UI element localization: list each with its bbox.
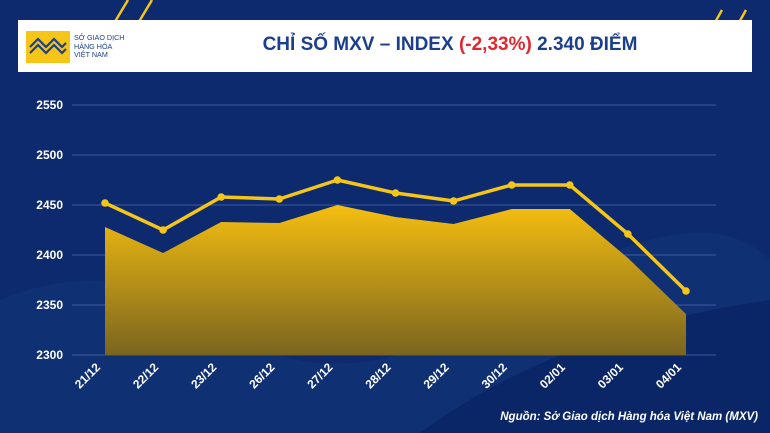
x-tick-label: 23/12 (188, 360, 219, 391)
x-tick-label: 02/01 (537, 360, 568, 391)
line-series (101, 176, 690, 295)
title-value: 2.340 ĐIỂM (537, 34, 638, 55)
y-tick-label: 2500 (36, 148, 63, 162)
y-tick-label: 2300 (36, 348, 63, 362)
logo-line-1: SỞ GIAO DỊCH (74, 33, 125, 43)
y-axis: 2300 2350 2400 2450 2500 2550 (36, 98, 63, 362)
x-tick-label: 03/01 (595, 360, 626, 391)
title-prefix: CHỈ SỐ MXV – INDEX (262, 34, 454, 55)
data-point (449, 197, 458, 205)
data-point (566, 181, 574, 189)
area-fill (105, 205, 686, 355)
x-tick-label: 27/12 (304, 360, 335, 391)
x-tick-label: 28/12 (362, 360, 393, 391)
mxv-logo: SỞ GIAO DỊCH HÀNG HÓA VIỆT NAM (26, 30, 144, 64)
area-series (105, 205, 686, 355)
logo-line-2: HÀNG HÓA (74, 41, 113, 51)
x-axis: 21/12 22/12 23/12 26/12 27/12 28/12 29/12 30/12… (72, 360, 684, 391)
x-tick-label: 30/12 (479, 360, 510, 391)
data-point (507, 181, 516, 189)
data-point (159, 226, 167, 234)
data-point (682, 287, 690, 295)
source-note: Nguồn: Sở Giao dịch Hàng hóa Việt Nam (M… (500, 411, 758, 423)
y-tick-label: 2450 (36, 198, 63, 212)
x-tick-label: 26/12 (246, 360, 277, 391)
data-point (275, 195, 284, 203)
x-tick-label: 22/12 (130, 360, 161, 391)
y-tick-label: 2400 (36, 248, 63, 262)
logo-mark-icon (26, 31, 70, 63)
data-point (101, 199, 109, 207)
data-point (624, 230, 632, 238)
y-tick-label: 2550 (36, 98, 63, 112)
data-point (217, 193, 225, 201)
chart-title: CHỈ SỐ MXV – INDEX (-2,33%) 2.340 ĐIỂM (150, 34, 750, 56)
title-change: (-2,33%) (458, 34, 532, 55)
y-tick-label: 2350 (36, 298, 63, 312)
data-point (333, 176, 342, 184)
data-point (391, 189, 400, 197)
x-tick-label: 29/12 (421, 360, 452, 391)
logo-text: SỞ GIAO DỊCH HÀNG HÓA VIỆT NAM (74, 34, 125, 60)
x-tick-label: 21/12 (72, 360, 103, 391)
logo-line-3: VIỆT NAM (74, 50, 108, 60)
x-tick-label: 04/01 (653, 360, 684, 391)
title-banner (18, 20, 752, 72)
